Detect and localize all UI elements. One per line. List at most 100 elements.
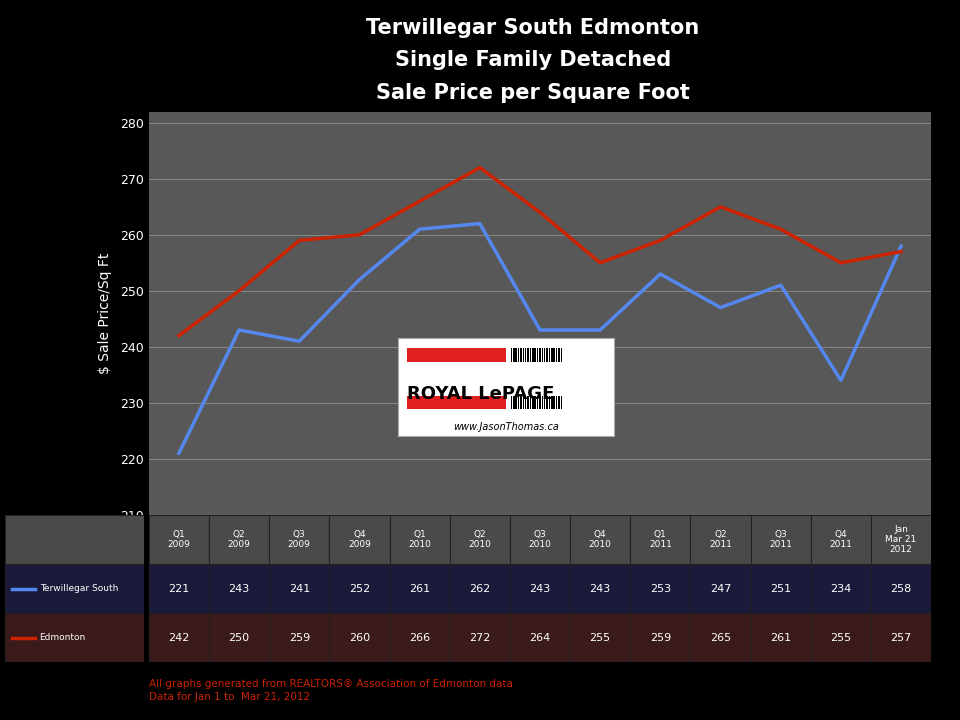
- Bar: [811, 564, 871, 613]
- Bar: [532, 396, 534, 410]
- Bar: [546, 396, 548, 410]
- Bar: [149, 613, 209, 662]
- Bar: [559, 348, 560, 361]
- Bar: [5, 515, 144, 564]
- Bar: [390, 613, 449, 662]
- Bar: [551, 348, 553, 361]
- Bar: [811, 515, 871, 564]
- Text: Q2
2011: Q2 2011: [709, 530, 732, 549]
- Text: Q2
2010: Q2 2010: [468, 530, 492, 549]
- Bar: [690, 564, 751, 613]
- Bar: [390, 515, 449, 564]
- Bar: [407, 396, 507, 410]
- Bar: [556, 348, 558, 361]
- Text: Sale Price per Square Foot: Sale Price per Square Foot: [376, 83, 689, 103]
- Text: Q1
2010: Q1 2010: [408, 530, 431, 549]
- Text: 252: 252: [348, 584, 370, 593]
- Bar: [570, 564, 631, 613]
- Bar: [535, 396, 536, 410]
- Bar: [516, 348, 517, 361]
- Text: 266: 266: [409, 633, 430, 643]
- Bar: [535, 348, 536, 361]
- Bar: [551, 396, 553, 410]
- Text: Q1
2009: Q1 2009: [167, 530, 190, 549]
- Text: Edmonton: Edmonton: [39, 634, 85, 642]
- Bar: [522, 348, 524, 361]
- Bar: [530, 348, 531, 361]
- Bar: [510, 515, 570, 564]
- Text: 241: 241: [289, 584, 310, 593]
- Bar: [554, 396, 555, 410]
- Bar: [149, 515, 209, 564]
- Bar: [513, 396, 515, 410]
- Bar: [871, 613, 931, 662]
- Text: 255: 255: [589, 633, 611, 643]
- Text: 250: 250: [228, 633, 250, 643]
- Text: 251: 251: [770, 584, 791, 593]
- Bar: [544, 348, 545, 361]
- Bar: [511, 396, 513, 410]
- Bar: [449, 613, 510, 662]
- Bar: [449, 515, 510, 564]
- Bar: [546, 348, 548, 361]
- Text: 243: 243: [228, 584, 250, 593]
- Text: 262: 262: [469, 584, 491, 593]
- Text: 265: 265: [710, 633, 732, 643]
- Bar: [541, 348, 543, 361]
- Bar: [537, 396, 539, 410]
- Bar: [527, 348, 529, 361]
- Bar: [5, 613, 144, 662]
- Bar: [871, 515, 931, 564]
- Bar: [209, 564, 269, 613]
- Bar: [209, 515, 269, 564]
- Text: Terwillegar South Edmonton: Terwillegar South Edmonton: [366, 18, 700, 38]
- Bar: [390, 564, 449, 613]
- Bar: [549, 396, 550, 410]
- Bar: [520, 396, 521, 410]
- Bar: [537, 348, 539, 361]
- Bar: [517, 348, 519, 361]
- Text: 258: 258: [891, 584, 912, 593]
- Text: 257: 257: [891, 633, 912, 643]
- Bar: [631, 515, 690, 564]
- Text: Single Family Detached: Single Family Detached: [395, 50, 671, 71]
- Bar: [690, 613, 751, 662]
- Bar: [631, 564, 690, 613]
- Bar: [329, 515, 390, 564]
- Bar: [269, 564, 329, 613]
- Text: 243: 243: [589, 584, 611, 593]
- Bar: [329, 613, 390, 662]
- Text: Q3
2010: Q3 2010: [529, 530, 551, 549]
- Bar: [510, 564, 570, 613]
- Bar: [5, 564, 144, 613]
- Bar: [511, 348, 513, 361]
- Text: Q4
2009: Q4 2009: [348, 530, 371, 549]
- Bar: [407, 348, 507, 361]
- Bar: [209, 613, 269, 662]
- Text: 253: 253: [650, 584, 671, 593]
- Text: 259: 259: [289, 633, 310, 643]
- Bar: [510, 613, 570, 662]
- Text: Q4
2011: Q4 2011: [829, 530, 852, 549]
- Text: Jan
Mar 21
2012: Jan Mar 21 2012: [885, 525, 917, 554]
- Bar: [690, 515, 751, 564]
- Bar: [631, 613, 690, 662]
- Bar: [570, 613, 631, 662]
- Bar: [329, 564, 390, 613]
- Text: All graphs generated from REALTORS® Association of Edmonton data
Data for Jan 1 : All graphs generated from REALTORS® Asso…: [149, 679, 513, 702]
- Bar: [149, 564, 209, 613]
- Bar: [525, 348, 526, 361]
- Text: 260: 260: [348, 633, 370, 643]
- Text: ROYAL LePAGE: ROYAL LePAGE: [407, 385, 555, 403]
- Text: www.JasonThomas.ca: www.JasonThomas.ca: [453, 422, 560, 432]
- Text: Q3
2009: Q3 2009: [288, 530, 311, 549]
- Text: 243: 243: [529, 584, 551, 593]
- Text: 247: 247: [709, 584, 732, 593]
- Bar: [871, 564, 931, 613]
- Bar: [544, 396, 545, 410]
- Bar: [522, 396, 524, 410]
- Text: Q4
2010: Q4 2010: [588, 530, 612, 549]
- Text: 264: 264: [529, 633, 551, 643]
- Bar: [570, 515, 631, 564]
- Text: 261: 261: [409, 584, 430, 593]
